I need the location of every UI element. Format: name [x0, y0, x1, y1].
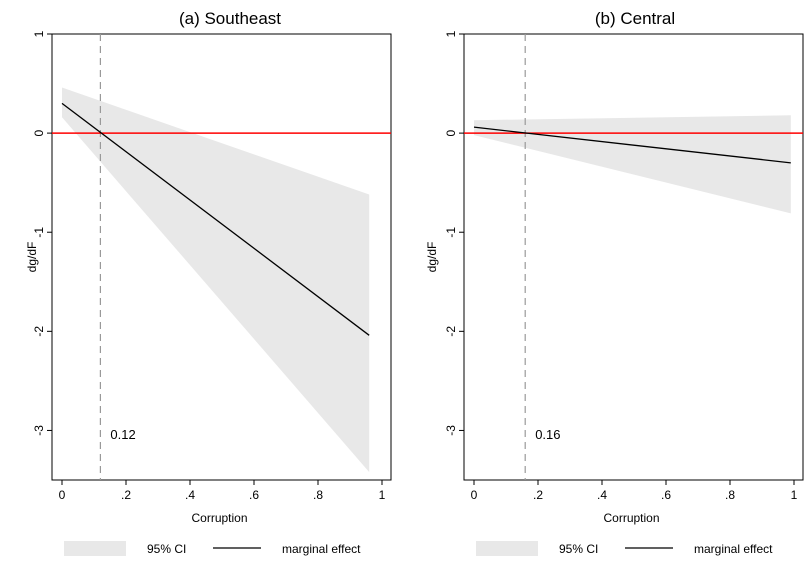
y-tick-label: -3 — [444, 425, 458, 436]
marginal-effect-line — [61, 102, 370, 336]
x-tick-label: .4 — [597, 488, 607, 502]
y-tick-label: -1 — [444, 227, 458, 238]
y-tick-label: -3 — [32, 425, 46, 436]
x-tick-label: 0 — [471, 488, 478, 502]
legend-label-line: marginal effect — [694, 542, 773, 556]
y-axis-label: dg/dF — [425, 242, 439, 273]
y-tick-label: -2 — [32, 326, 46, 337]
x-tick-label: .8 — [313, 488, 323, 502]
x-tick-label: .2 — [533, 488, 543, 502]
legend: 95% CI marginal effect — [64, 541, 361, 556]
y-tick-label: 0 — [32, 129, 46, 136]
y-tick-label: 1 — [32, 30, 46, 37]
legend-label-line: marginal effect — [282, 542, 361, 556]
x-axis-label: Corruption — [603, 511, 659, 525]
chart-title: (b) Central — [595, 9, 675, 28]
x-tick-label: .6 — [661, 488, 671, 502]
legend-label-ci: 95% CI — [559, 542, 598, 556]
y-tick-label: 0 — [444, 129, 458, 136]
legend-label-ci: 95% CI — [147, 542, 186, 556]
chart-panel-1: (b) Central 0.16 1 0 -1 -2 -3 0 .2 .4 .6 .8 1 Corrupt… — [425, 9, 804, 556]
y-tick-label: 1 — [444, 30, 458, 37]
x-tick-label: 1 — [379, 488, 386, 502]
x-tick-label: 1 — [791, 488, 798, 502]
legend-swatch-ci — [64, 541, 126, 556]
y-tick-label: -2 — [444, 326, 458, 337]
marginal-effect-line — [473, 126, 791, 164]
y-axis-label: dg/dF — [25, 242, 39, 273]
x-tick-label: 0 — [59, 488, 66, 502]
x-tick-label: .6 — [249, 488, 259, 502]
plot-area — [463, 33, 804, 481]
ci-band — [62, 87, 370, 473]
ci-band — [474, 115, 791, 214]
threshold-label: 0.12 — [110, 427, 135, 442]
chart-panel-0: (a) Southeast 0.12 1 0 -1 -2 -3 0 .2 .4 .6 .8 1 Corru… — [25, 9, 392, 556]
threshold-label: 0.16 — [535, 427, 560, 442]
x-tick-label: .2 — [121, 488, 131, 502]
legend: 95% CI marginal effect — [476, 541, 773, 556]
x-tick-label: .4 — [185, 488, 195, 502]
x-tick-label: .8 — [725, 488, 735, 502]
y-tick-label: -1 — [32, 227, 46, 238]
chart-title: (a) Southeast — [179, 9, 281, 28]
x-axis-label: Corruption — [191, 511, 247, 525]
legend-swatch-ci — [476, 541, 538, 556]
